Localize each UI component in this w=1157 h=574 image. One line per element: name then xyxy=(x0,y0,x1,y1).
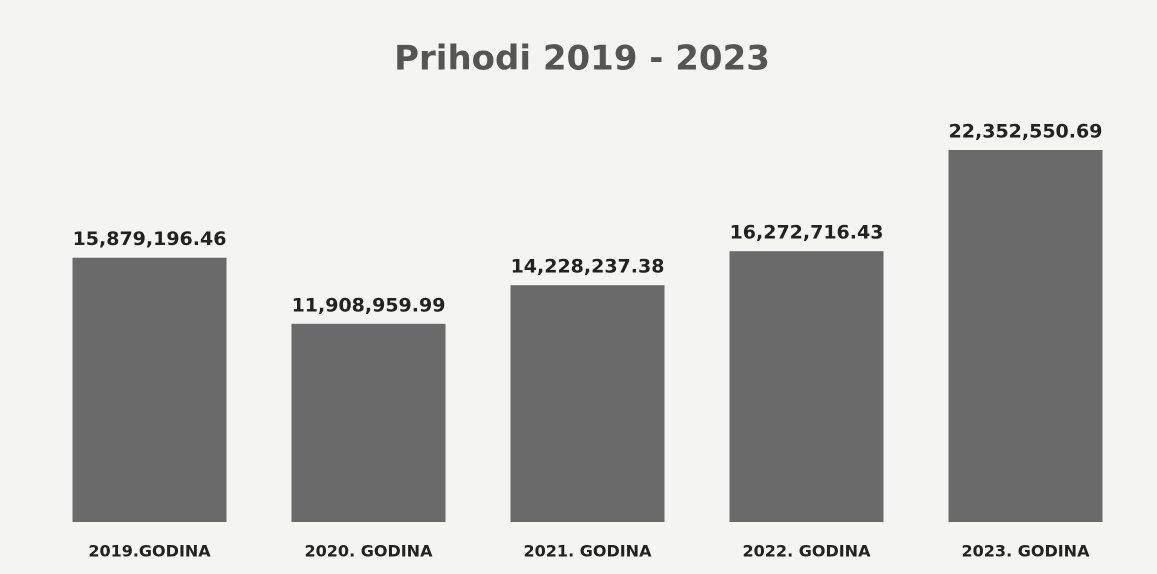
value-label: 15,879,196.46 xyxy=(73,228,227,250)
value-label: 16,272,716.43 xyxy=(730,222,884,244)
bar xyxy=(510,285,665,522)
bar xyxy=(291,323,446,522)
value-label: 14,228,237.38 xyxy=(511,256,665,278)
value-label: 11,908,959.99 xyxy=(292,294,446,316)
x-tick-label: 2019.GODINA xyxy=(88,542,211,561)
value-label: 22,352,550.69 xyxy=(949,121,1103,143)
chart-title: Prihodi 2019 - 2023 xyxy=(394,39,770,79)
x-tick-label: 2023. GODINA xyxy=(962,542,1091,561)
bar xyxy=(729,251,884,522)
x-tick-label: 2020. GODINA xyxy=(305,542,434,561)
x-tick-label: 2021. GODINA xyxy=(524,542,653,561)
bar xyxy=(948,150,1103,522)
bar xyxy=(72,257,227,522)
x-tick-label: 2022. GODINA xyxy=(743,542,872,561)
